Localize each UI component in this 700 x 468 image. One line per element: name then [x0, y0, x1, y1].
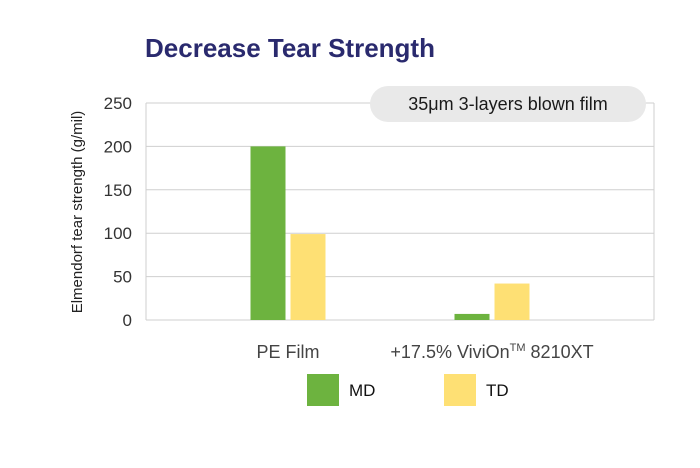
annotation-box: 35μm 3-layers blown film — [370, 86, 646, 122]
x-category-label: PE Film — [257, 342, 320, 362]
legend-label-md: MD — [349, 381, 375, 400]
legend-swatch-td — [444, 374, 476, 406]
y-tick-label: 50 — [113, 268, 132, 287]
bars — [250, 146, 530, 320]
y-axis-label-group: Elmendorf tear strength (g/mil) — [69, 111, 86, 314]
grid-lines — [145, 102, 655, 321]
legend-swatch-md — [307, 374, 339, 406]
y-tick-label: 0 — [123, 311, 132, 330]
y-tick-label: 150 — [104, 181, 132, 200]
x-category-labels: PE Film +17.5% ViviOnTM 8210XT — [257, 342, 594, 362]
y-tick-label: 200 — [104, 137, 132, 156]
legend: MD TD — [307, 374, 509, 406]
bar-td-0 — [290, 234, 326, 320]
chart-title: Decrease Tear Strength — [145, 33, 435, 63]
legend-label-td: TD — [486, 381, 509, 400]
y-tick-label: 100 — [104, 224, 132, 243]
annotation-text: 35μm 3-layers blown film — [408, 94, 607, 114]
annotation-background — [370, 86, 646, 122]
y-axis-label: Elmendorf tear strength (g/mil) — [69, 111, 86, 314]
y-tick-labels: 0 50 100 150 200 250 — [104, 94, 132, 330]
y-tick-label: 250 — [104, 94, 132, 113]
bar-md-0 — [250, 146, 286, 320]
bar-md-1 — [454, 313, 490, 320]
bar-td-1 — [494, 283, 530, 320]
x-category-label: +17.5% ViviOnTM 8210XT — [390, 342, 593, 362]
